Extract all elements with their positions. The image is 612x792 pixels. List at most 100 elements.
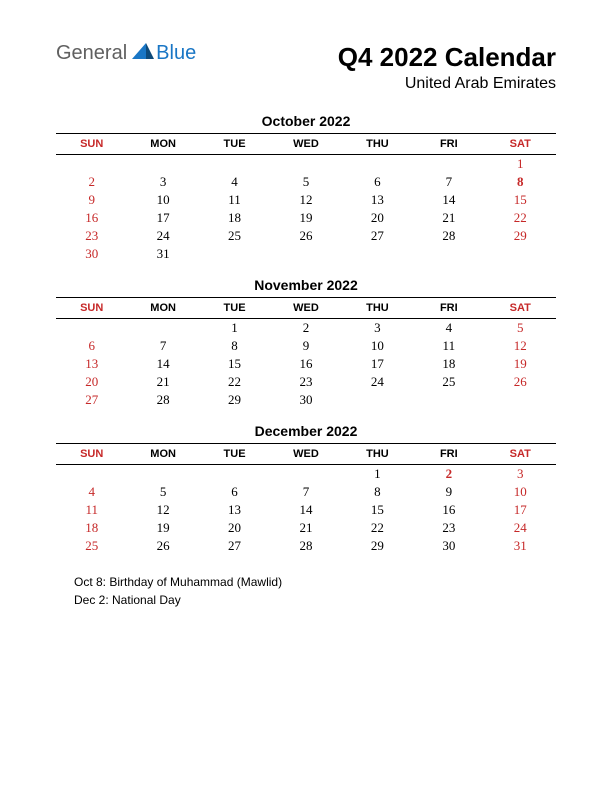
calendar-cell: 22 bbox=[342, 519, 413, 537]
calendar-cell: 4 bbox=[56, 483, 127, 501]
calendar-cell bbox=[127, 465, 198, 484]
calendar-row: 11121314151617 bbox=[56, 501, 556, 519]
calendar-cell: 10 bbox=[342, 337, 413, 355]
day-header: FRI bbox=[413, 298, 484, 319]
calendar-cell: 23 bbox=[270, 373, 341, 391]
calendar-cell bbox=[342, 245, 413, 263]
calendar-cell: 21 bbox=[413, 209, 484, 227]
calendar-cell: 13 bbox=[199, 501, 270, 519]
calendar-cell: 14 bbox=[270, 501, 341, 519]
day-header: SUN bbox=[56, 298, 127, 319]
calendar-cell: 30 bbox=[270, 391, 341, 409]
calendar-cell: 9 bbox=[270, 337, 341, 355]
calendar-cell bbox=[342, 155, 413, 174]
calendar-row: 20212223242526 bbox=[56, 373, 556, 391]
calendar-row: 2345678 bbox=[56, 173, 556, 191]
calendar-row: 9101112131415 bbox=[56, 191, 556, 209]
day-header: SAT bbox=[485, 298, 556, 319]
calendar-cell: 18 bbox=[56, 519, 127, 537]
calendar-cell: 5 bbox=[127, 483, 198, 501]
calendar-cell: 23 bbox=[56, 227, 127, 245]
calendar-cell: 7 bbox=[270, 483, 341, 501]
holiday-note-line: Dec 2: National Day bbox=[74, 591, 556, 609]
calendar-cell: 16 bbox=[270, 355, 341, 373]
day-header: SAT bbox=[485, 134, 556, 155]
day-header: TUE bbox=[199, 444, 270, 465]
calendar-row: 18192021222324 bbox=[56, 519, 556, 537]
calendar-cell: 26 bbox=[127, 537, 198, 555]
calendar-cell: 31 bbox=[127, 245, 198, 263]
calendar-cell bbox=[56, 319, 127, 338]
calendar-cell: 19 bbox=[127, 519, 198, 537]
logo: General Blue bbox=[56, 42, 196, 65]
calendar-cell: 24 bbox=[127, 227, 198, 245]
calendar-cell: 30 bbox=[413, 537, 484, 555]
calendar-cell: 27 bbox=[56, 391, 127, 409]
calendar-cell: 13 bbox=[342, 191, 413, 209]
calendar-cell: 2 bbox=[270, 319, 341, 338]
calendar-cell: 8 bbox=[342, 483, 413, 501]
calendar-cell: 8 bbox=[199, 337, 270, 355]
title-block: Q4 2022 Calendar United Arab Emirates bbox=[338, 42, 556, 93]
page-title: Q4 2022 Calendar bbox=[338, 42, 556, 73]
calendar-cell: 19 bbox=[485, 355, 556, 373]
month-title: October 2022 bbox=[56, 113, 556, 129]
calendar-cell: 1 bbox=[342, 465, 413, 484]
calendar-cell: 1 bbox=[199, 319, 270, 338]
calendar-cell bbox=[199, 155, 270, 174]
calendar-cell bbox=[342, 391, 413, 409]
month-block: November 2022SUNMONTUEWEDTHUFRISAT123456… bbox=[56, 277, 556, 409]
calendar-cell: 23 bbox=[413, 519, 484, 537]
calendar-cell: 1 bbox=[485, 155, 556, 174]
day-header: MON bbox=[127, 444, 198, 465]
calendar-cell: 7 bbox=[127, 337, 198, 355]
calendar-row: 13141516171819 bbox=[56, 355, 556, 373]
day-header: MON bbox=[127, 298, 198, 319]
month-title: November 2022 bbox=[56, 277, 556, 293]
calendar-cell bbox=[127, 319, 198, 338]
calendar-cell: 12 bbox=[485, 337, 556, 355]
day-header: THU bbox=[342, 298, 413, 319]
calendar-cell: 19 bbox=[270, 209, 341, 227]
calendar-cell: 20 bbox=[342, 209, 413, 227]
calendar-cell: 10 bbox=[127, 191, 198, 209]
calendar-cell: 5 bbox=[270, 173, 341, 191]
logo-text-2: Blue bbox=[156, 42, 196, 65]
calendar-cell: 15 bbox=[199, 355, 270, 373]
calendar-cell bbox=[413, 245, 484, 263]
calendar-cell: 20 bbox=[199, 519, 270, 537]
day-header: SUN bbox=[56, 134, 127, 155]
calendar-cell: 25 bbox=[199, 227, 270, 245]
calendar-cell: 17 bbox=[485, 501, 556, 519]
calendar-cell: 20 bbox=[56, 373, 127, 391]
calendar-cell: 30 bbox=[56, 245, 127, 263]
calendar-row: 27282930 bbox=[56, 391, 556, 409]
day-header: SAT bbox=[485, 444, 556, 465]
calendar-cell: 28 bbox=[127, 391, 198, 409]
calendar-cell: 15 bbox=[485, 191, 556, 209]
holiday-notes: Oct 8: Birthday of Muhammad (Mawlid)Dec … bbox=[56, 573, 556, 609]
day-header: WED bbox=[270, 134, 341, 155]
calendar-cell bbox=[199, 245, 270, 263]
day-header: FRI bbox=[413, 134, 484, 155]
calendar-cell: 3 bbox=[127, 173, 198, 191]
calendar-table: SUNMONTUEWEDTHUFRISAT1234567891011121314… bbox=[56, 443, 556, 555]
calendar-cell: 9 bbox=[413, 483, 484, 501]
calendar-row: 25262728293031 bbox=[56, 537, 556, 555]
calendar-cell: 13 bbox=[56, 355, 127, 373]
calendar-cell: 2 bbox=[56, 173, 127, 191]
calendar-row: 23242526272829 bbox=[56, 227, 556, 245]
day-header: WED bbox=[270, 298, 341, 319]
calendar-cell: 28 bbox=[413, 227, 484, 245]
logo-text-1: General bbox=[56, 42, 127, 65]
calendar-cell: 27 bbox=[199, 537, 270, 555]
calendar-row: 1 bbox=[56, 155, 556, 174]
calendar-cell: 6 bbox=[199, 483, 270, 501]
calendar-cell: 11 bbox=[56, 501, 127, 519]
calendar-cell: 11 bbox=[413, 337, 484, 355]
calendar-cell bbox=[56, 155, 127, 174]
calendar-cell: 31 bbox=[485, 537, 556, 555]
day-header: FRI bbox=[413, 444, 484, 465]
calendar-cell: 18 bbox=[199, 209, 270, 227]
calendar-cell bbox=[127, 155, 198, 174]
